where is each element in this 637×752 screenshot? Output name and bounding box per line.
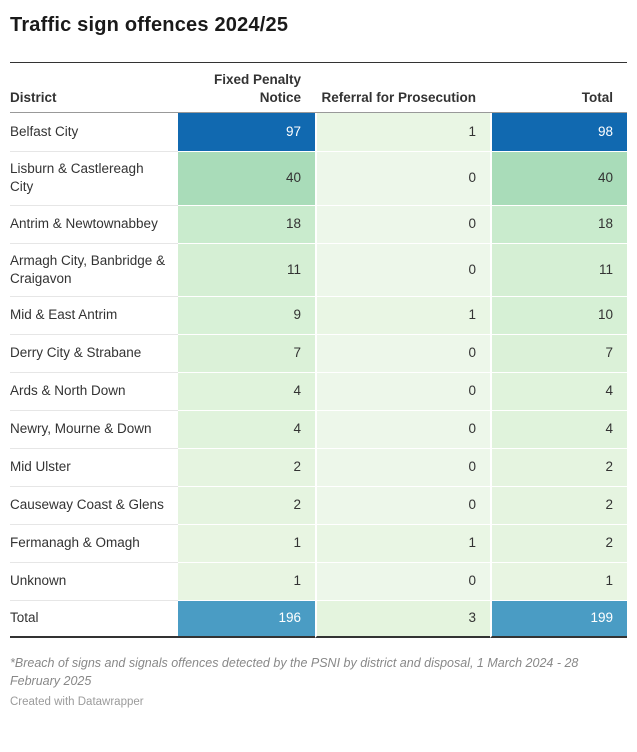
table-row: Ards & North Down 4 0 4	[10, 371, 627, 410]
total-cell: 4	[490, 371, 627, 410]
district-cell: Newry, Mourne & Down	[10, 409, 178, 448]
column-header-fixed-penalty: Fixed Penalty Notice	[178, 62, 315, 114]
total-cell: 7	[490, 333, 627, 372]
column-header-district: District	[10, 62, 178, 114]
table-row: Total 196 3 199	[10, 599, 627, 638]
header-row: District Fixed Penalty Notice Referral f…	[10, 62, 627, 114]
fixed-penalty-cell: 1	[178, 561, 315, 600]
table-row: Newry, Mourne & Down 4 0 4	[10, 409, 627, 448]
total-cell: 1	[490, 561, 627, 600]
fixed-penalty-cell: 11	[178, 242, 315, 296]
referral-cell: 0	[315, 561, 490, 600]
column-header-total: Total	[490, 62, 627, 114]
district-cell: Antrim & Newtownabbey	[10, 204, 178, 243]
total-cell: 18	[490, 204, 627, 243]
total-cell: 10	[490, 295, 627, 334]
table-row: Armagh City, Banbridge & Craigavon 11 0 …	[10, 242, 627, 296]
referral-cell: 0	[315, 151, 490, 205]
fixed-penalty-cell: 4	[178, 409, 315, 448]
referral-cell: 0	[315, 371, 490, 410]
district-cell: Mid & East Antrim	[10, 295, 178, 334]
fixed-penalty-cell: 196	[178, 599, 315, 638]
district-cell: Total	[10, 599, 178, 638]
table-row: Lisburn & Castlereagh City 40 0 40	[10, 151, 627, 205]
total-cell: 2	[490, 485, 627, 524]
table-row: Belfast City 97 1 98	[10, 113, 627, 152]
table-row: Unknown 1 0 1	[10, 561, 627, 600]
referral-cell: 0	[315, 447, 490, 486]
offences-table: District Fixed Penalty Notice Referral f…	[10, 62, 627, 638]
total-cell: 98	[490, 113, 627, 152]
district-cell: Causeway Coast & Glens	[10, 485, 178, 524]
datawrapper-credit: Created with Datawrapper	[10, 696, 144, 709]
fixed-penalty-cell: 7	[178, 333, 315, 372]
total-cell: 4	[490, 409, 627, 448]
datawrapper-table-widget: Traffic sign offences 2024/25 District F…	[10, 14, 627, 709]
district-cell: Mid Ulster	[10, 447, 178, 486]
referral-cell: 0	[315, 204, 490, 243]
district-cell: Ards & North Down	[10, 371, 178, 410]
total-cell: 2	[490, 523, 627, 562]
referral-cell: 1	[315, 523, 490, 562]
district-cell: Fermanagh & Omagh	[10, 523, 178, 562]
district-cell: Derry City & Strabane	[10, 333, 178, 372]
referral-cell: 0	[315, 333, 490, 372]
total-cell: 11	[490, 242, 627, 296]
referral-cell: 0	[315, 409, 490, 448]
fixed-penalty-cell: 97	[178, 113, 315, 152]
district-cell: Armagh City, Banbridge & Craigavon	[10, 242, 178, 296]
fixed-penalty-cell: 9	[178, 295, 315, 334]
fixed-penalty-cell: 1	[178, 523, 315, 562]
table-row: Mid & East Antrim 9 1 10	[10, 295, 627, 334]
total-cell: 2	[490, 447, 627, 486]
referral-cell: 0	[315, 242, 490, 296]
total-cell: 40	[490, 151, 627, 205]
referral-cell: 1	[315, 295, 490, 334]
chart-title: Traffic sign offences 2024/25	[10, 14, 289, 36]
total-cell: 199	[490, 599, 627, 638]
referral-cell: 0	[315, 485, 490, 524]
column-header-referral: Referral for Prosecution	[315, 62, 490, 114]
table-row: Causeway Coast & Glens 2 0 2	[10, 485, 627, 524]
fixed-penalty-cell: 2	[178, 485, 315, 524]
district-cell: Unknown	[10, 561, 178, 600]
district-cell: Lisburn & Castlereagh City	[10, 151, 178, 205]
footnote: *Breach of signs and signals offences de…	[10, 655, 579, 689]
table-row: Antrim & Newtownabbey 18 0 18	[10, 204, 627, 243]
fixed-penalty-cell: 4	[178, 371, 315, 410]
fixed-penalty-cell: 40	[178, 151, 315, 205]
fixed-penalty-cell: 2	[178, 447, 315, 486]
referral-cell: 3	[315, 599, 490, 638]
referral-cell: 1	[315, 113, 490, 152]
table-row: Fermanagh & Omagh 1 1 2	[10, 523, 627, 562]
district-cell: Belfast City	[10, 113, 178, 152]
table-row: Mid Ulster 2 0 2	[10, 447, 627, 486]
fixed-penalty-cell: 18	[178, 204, 315, 243]
table-row: Derry City & Strabane 7 0 7	[10, 333, 627, 372]
